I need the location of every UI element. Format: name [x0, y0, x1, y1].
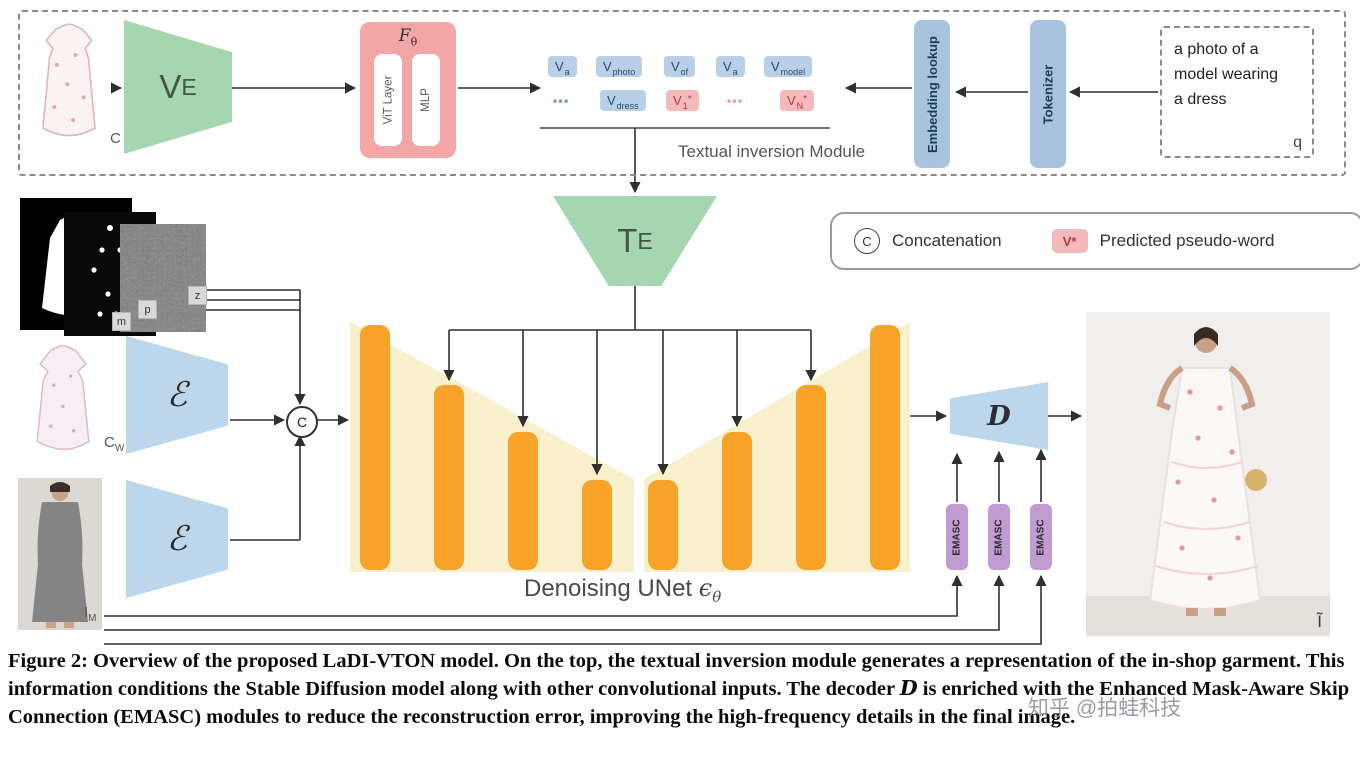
token-vn-star: V N *: [780, 90, 815, 111]
unet-bar: [582, 480, 612, 570]
te-arrows: [443, 128, 817, 476]
unet-label: Denoising UNet ϵθ: [524, 574, 722, 606]
legend: C Concatenation V* Predicted pseudo-word: [830, 212, 1360, 270]
embedding-lookup-label: Embedding lookup: [924, 35, 940, 153]
unet-bar: [360, 325, 390, 570]
textual-inversion-module-box: [18, 10, 1346, 176]
output-image: Ĩ: [1086, 312, 1330, 636]
prompt-box: a photo of a model wearing a dress q: [1160, 26, 1314, 158]
garment-image: [28, 16, 110, 138]
output-label: Ĩ: [1317, 612, 1322, 631]
tokenizer-module: Tokenizer: [1030, 20, 1066, 168]
figure-caption: Figure 2: Overview of the proposed LaDI-…: [8, 648, 1352, 731]
token-ellipsis-pink: ⋯: [726, 92, 745, 111]
unet-bar: [870, 325, 900, 570]
decoder-symbol-in-caption: D: [899, 676, 918, 701]
pose-tag: p: [138, 300, 157, 319]
concat-wires: [206, 289, 350, 541]
garment-illustration: [42, 23, 96, 137]
tokenizer-label: Tokenizer: [1040, 64, 1056, 124]
f-theta-module: Fθ ViT Layer MLP: [360, 22, 456, 158]
token-ellipsis-blue: ⋯: [552, 92, 571, 111]
f-theta-title: Fθ: [398, 26, 418, 49]
garment-label: C: [110, 130, 121, 147]
decoder-symbol: D: [987, 400, 1011, 432]
textual-inversion-label: Textual inversion Module: [678, 142, 866, 161]
masked-model-image: [18, 478, 102, 630]
mlp-box: MLP: [412, 54, 440, 146]
noise-image: [120, 224, 206, 332]
warped-garment-label: CW: [104, 434, 125, 454]
pseudo-word-legend-icon: V*: [1051, 229, 1088, 253]
caption-part-1: Figure 2: Overview of the proposed LaDI-…: [8, 650, 1345, 701]
mask-tag: m: [112, 312, 131, 331]
concatenation-legend-label: Concatenation: [892, 231, 1002, 250]
unet-bar: [434, 385, 464, 570]
caption-part-2: is enriched with the Enhanced Mask-Aware…: [8, 678, 1350, 728]
unet-bar: [722, 432, 752, 570]
prompt-text: a photo of a model wearing a dress: [1174, 41, 1279, 108]
emasc-module-3: EMASC: [1030, 504, 1052, 570]
unet-bar: [648, 480, 678, 570]
prompt-q-label: q: [1293, 134, 1302, 151]
connector-arrows: [104, 82, 1158, 645]
unet-bar: [508, 432, 538, 570]
embedding-lookup-module: Embedding lookup: [914, 20, 950, 168]
watermark: 知乎 @拍蛙科技: [1028, 697, 1182, 720]
encoder-symbol: ℰ: [166, 519, 188, 559]
emasc-module-1: EMASC: [946, 504, 968, 570]
concatenation-node: C: [286, 406, 318, 438]
masked-model-label: IM: [84, 604, 97, 624]
top-row-arrows: [110, 82, 1158, 98]
mlp-label: MLP: [420, 88, 432, 112]
vit-layer-box: ViT Layer: [374, 54, 402, 146]
concatenation-legend-icon: C: [854, 228, 880, 254]
encoder-symbol: ℰ: [166, 375, 188, 415]
unet-bar: [796, 385, 826, 570]
vit-layer-label: ViT Layer: [382, 75, 395, 125]
emasc-module-2: EMASC: [988, 504, 1010, 570]
noise-tag: z: [188, 286, 207, 305]
pseudo-word-legend-label: Predicted pseudo-word: [1099, 231, 1275, 250]
warped-garment-image: [22, 338, 104, 452]
token-v1-star: V 1 *: [666, 90, 699, 111]
emasc-wires: [104, 448, 1047, 645]
